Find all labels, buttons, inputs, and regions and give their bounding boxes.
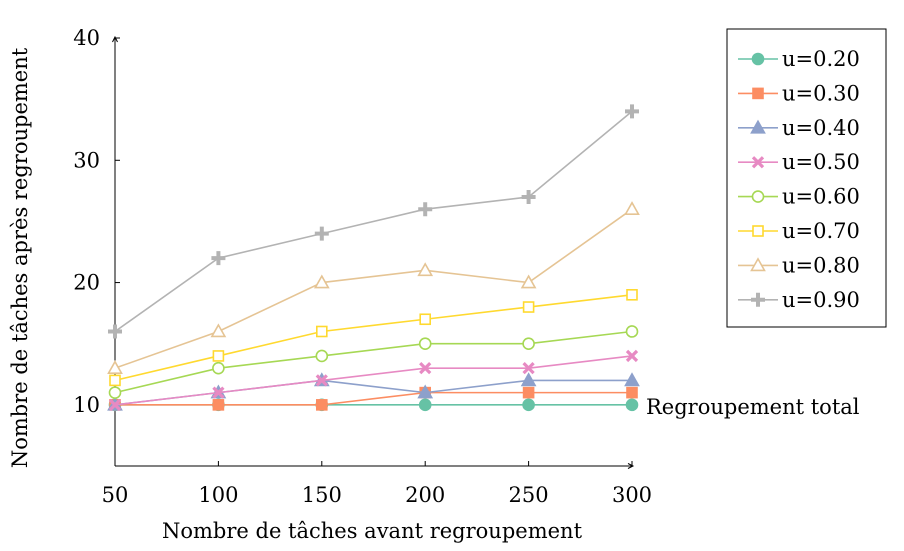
legend-label: u=0.80	[782, 253, 860, 277]
legend-swatch-marker	[751, 190, 765, 203]
legend-label: u=0.60	[782, 185, 860, 209]
data-point	[315, 399, 328, 411]
data-point	[522, 386, 535, 399]
data-point	[108, 386, 122, 399]
legend-item: u=0.50	[738, 150, 860, 174]
legend-item: u=0.40	[738, 116, 860, 140]
series-line	[114, 355, 633, 406]
series-line	[114, 208, 633, 369]
y-axis-arrow	[112, 35, 118, 43]
data-point	[520, 372, 537, 387]
y-axis-label: Nombre de tâches après regroupement	[8, 47, 32, 468]
data-point	[212, 386, 225, 399]
data-point	[624, 372, 640, 387]
legend-swatch-marker	[751, 292, 765, 307]
legend-swatch-marker	[751, 52, 765, 66]
data-point	[625, 325, 639, 338]
legend-swatch-marker	[750, 257, 766, 272]
data-point	[419, 362, 432, 375]
data-point	[313, 274, 330, 289]
legend: u=0.20 u=0.30 u=0.40 u=0.50 u=0.60 u=0.70 u=0.…	[726, 28, 887, 328]
series-u=0.80	[107, 201, 640, 374]
y-tick-label: 10	[73, 393, 100, 417]
legend-item: u=0.70	[738, 219, 860, 243]
data-point	[315, 325, 328, 338]
data-point	[314, 226, 329, 241]
data-point	[210, 323, 227, 338]
data-point	[521, 189, 536, 204]
legend-label: u=0.70	[782, 219, 860, 243]
legend-item: u=0.80	[738, 253, 860, 277]
data-point	[520, 274, 537, 289]
legend-swatch-marker	[752, 225, 764, 237]
legend-item: u=0.20	[738, 47, 860, 71]
data-point	[625, 104, 639, 119]
legend-label: u=0.50	[782, 150, 860, 174]
data-point	[108, 324, 122, 339]
data-point	[626, 288, 638, 301]
data-point	[107, 360, 123, 374]
x-tick-label: 50	[102, 483, 129, 507]
legend-label: u=0.30	[782, 81, 860, 105]
legend-box	[726, 28, 887, 328]
axes: 50 100 150 200 250 300 10 20 30 40	[73, 26, 652, 507]
data-point	[417, 262, 434, 277]
data-point	[625, 349, 639, 363]
data-point	[212, 361, 225, 375]
series-line	[114, 294, 633, 382]
data-point	[418, 202, 433, 217]
data-point	[212, 399, 225, 411]
legend-item: u=0.60	[738, 185, 860, 209]
legend-swatch-marker	[752, 87, 764, 100]
data-point	[522, 362, 535, 375]
data-point	[522, 301, 535, 313]
legend-item: u=0.90	[738, 288, 860, 312]
data-point	[624, 201, 640, 215]
data-point	[522, 398, 535, 412]
data-point	[626, 386, 638, 399]
data-point	[315, 349, 329, 363]
x-tick-label: 300	[612, 483, 652, 507]
legend-swatch-marker	[750, 119, 766, 134]
x-tick-label: 250	[509, 483, 549, 507]
data-point	[418, 337, 432, 351]
series-u=0.60	[108, 325, 639, 399]
series-u=0.50	[108, 349, 639, 411]
legend-label: u=0.20	[782, 47, 860, 71]
data-point	[625, 398, 639, 412]
legend-label: u=0.40	[782, 116, 860, 140]
legend-swatch-marker	[751, 156, 765, 169]
series-line	[114, 330, 633, 394]
annotation-label: Regroupement total	[646, 395, 860, 419]
legend-label: u=0.90	[782, 288, 860, 312]
legend-item: u=0.30	[738, 81, 860, 105]
x-axis-arrow	[627, 463, 635, 469]
series-u=0.90	[108, 104, 639, 339]
data-point	[211, 251, 226, 266]
x-tick-label: 150	[302, 483, 342, 507]
data-point	[522, 337, 535, 351]
series-u=0.70	[109, 288, 638, 387]
x-axis-label: Nombre de tâches avant regroupement	[162, 519, 583, 543]
x-tick-label: 100	[198, 483, 238, 507]
y-tick-label: 20	[73, 271, 100, 295]
series-line	[115, 391, 632, 406]
data-point	[418, 398, 432, 412]
y-tick-label: 30	[73, 148, 100, 172]
series-layer	[107, 104, 640, 412]
y-tick-label: 40	[73, 26, 100, 50]
data-point	[108, 398, 122, 411]
series-u=0.30	[109, 386, 638, 411]
data-point	[417, 384, 434, 399]
x-tick-label: 200	[405, 483, 445, 507]
data-point	[315, 374, 328, 387]
series-line	[114, 110, 633, 333]
data-point	[212, 350, 225, 362]
data-point	[109, 374, 121, 387]
data-point	[419, 313, 432, 326]
